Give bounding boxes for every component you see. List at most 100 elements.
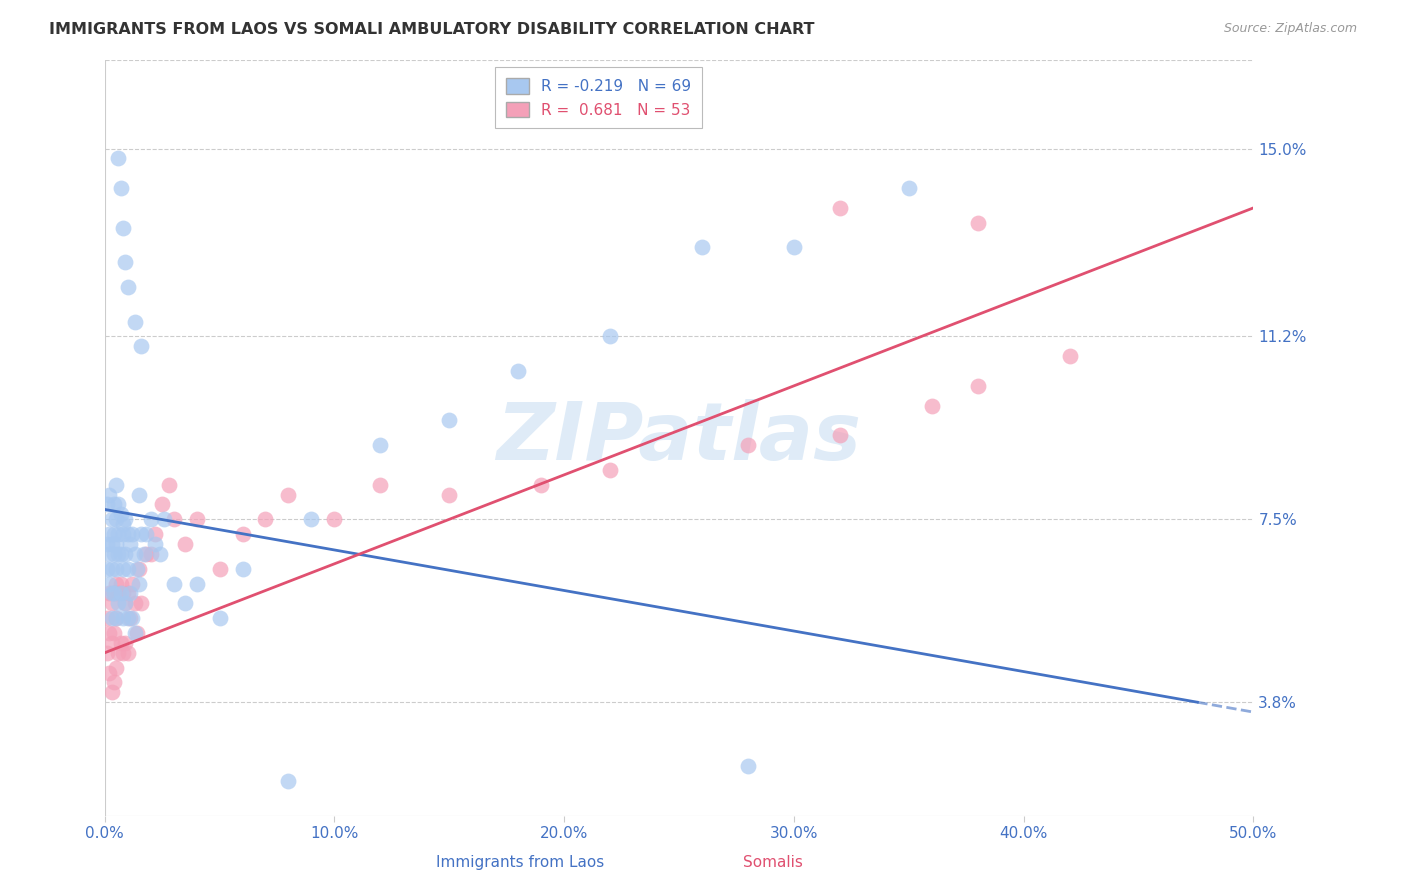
- Point: [117, 562, 139, 576]
- Point: [105, 537, 128, 551]
- Point: [508, 364, 530, 378]
- Point: [112, 220, 135, 235]
- Point: [323, 512, 346, 526]
- Point: [132, 547, 155, 561]
- Point: [100, 596, 122, 610]
- Point: [100, 512, 122, 526]
- Text: ZIPatlas: ZIPatlas: [496, 399, 862, 476]
- Point: [966, 379, 988, 393]
- Point: [107, 586, 129, 600]
- Point: [114, 547, 136, 561]
- Point: [157, 477, 180, 491]
- Point: [530, 477, 553, 491]
- Point: [153, 512, 176, 526]
- Point: [370, 438, 392, 452]
- Point: [124, 596, 146, 610]
- Point: [100, 636, 122, 650]
- Point: [124, 315, 146, 329]
- Point: [117, 280, 139, 294]
- Point: [125, 626, 148, 640]
- Point: [118, 537, 141, 551]
- Point: [143, 537, 166, 551]
- Point: [110, 586, 132, 600]
- Point: [110, 576, 132, 591]
- Point: [96, 646, 118, 660]
- Point: [921, 399, 943, 413]
- Point: [107, 547, 129, 561]
- Point: [128, 576, 150, 591]
- Point: [105, 611, 128, 625]
- Point: [114, 255, 136, 269]
- Point: [107, 596, 129, 610]
- Point: [112, 517, 135, 532]
- Point: [96, 537, 118, 551]
- Text: Somalis: Somalis: [744, 855, 803, 870]
- Point: [131, 596, 153, 610]
- Point: [174, 537, 197, 551]
- Point: [100, 562, 122, 576]
- Point: [98, 527, 121, 541]
- Point: [128, 562, 150, 576]
- Point: [117, 527, 139, 541]
- Point: [105, 562, 128, 576]
- Point: [112, 527, 135, 541]
- Point: [107, 152, 129, 166]
- Point: [105, 477, 128, 491]
- Point: [107, 498, 129, 512]
- Point: [105, 611, 128, 625]
- Point: [103, 675, 125, 690]
- Point: [125, 562, 148, 576]
- Point: [100, 685, 122, 699]
- Point: [100, 586, 122, 600]
- Point: [103, 547, 125, 561]
- Point: [737, 438, 759, 452]
- Point: [100, 537, 122, 551]
- Point: [107, 527, 129, 541]
- Point: [174, 596, 197, 610]
- Text: IMMIGRANTS FROM LAOS VS SOMALI AMBULATORY DISABILITY CORRELATION CHART: IMMIGRANTS FROM LAOS VS SOMALI AMBULATOR…: [49, 22, 814, 37]
- Point: [121, 576, 143, 591]
- Point: [103, 527, 125, 541]
- Point: [162, 576, 184, 591]
- Point: [783, 240, 806, 254]
- Point: [277, 774, 299, 789]
- Point: [114, 636, 136, 650]
- Point: [117, 646, 139, 660]
- Point: [208, 611, 231, 625]
- Point: [139, 547, 162, 561]
- Point: [162, 512, 184, 526]
- Point: [1059, 349, 1081, 363]
- Point: [439, 413, 461, 427]
- Point: [149, 547, 172, 561]
- Point: [135, 547, 157, 561]
- Point: [121, 527, 143, 541]
- Point: [103, 498, 125, 512]
- Point: [112, 646, 135, 660]
- Point: [100, 611, 122, 625]
- Point: [131, 339, 153, 353]
- Point: [599, 329, 621, 343]
- Point: [139, 512, 162, 526]
- Point: [114, 596, 136, 610]
- Point: [254, 512, 277, 526]
- Point: [98, 665, 121, 680]
- Point: [208, 562, 231, 576]
- Point: [105, 576, 128, 591]
- Point: [231, 527, 253, 541]
- Point: [107, 646, 129, 660]
- Point: [112, 586, 135, 600]
- Point: [98, 576, 121, 591]
- Point: [599, 463, 621, 477]
- Point: [828, 428, 851, 442]
- Point: [828, 201, 851, 215]
- Point: [131, 527, 153, 541]
- Point: [96, 611, 118, 625]
- Point: [231, 562, 253, 576]
- Point: [690, 240, 713, 254]
- Point: [118, 611, 141, 625]
- Point: [124, 626, 146, 640]
- Point: [118, 586, 141, 600]
- Point: [110, 547, 132, 561]
- Text: Source: ZipAtlas.com: Source: ZipAtlas.com: [1223, 22, 1357, 36]
- Point: [103, 586, 125, 600]
